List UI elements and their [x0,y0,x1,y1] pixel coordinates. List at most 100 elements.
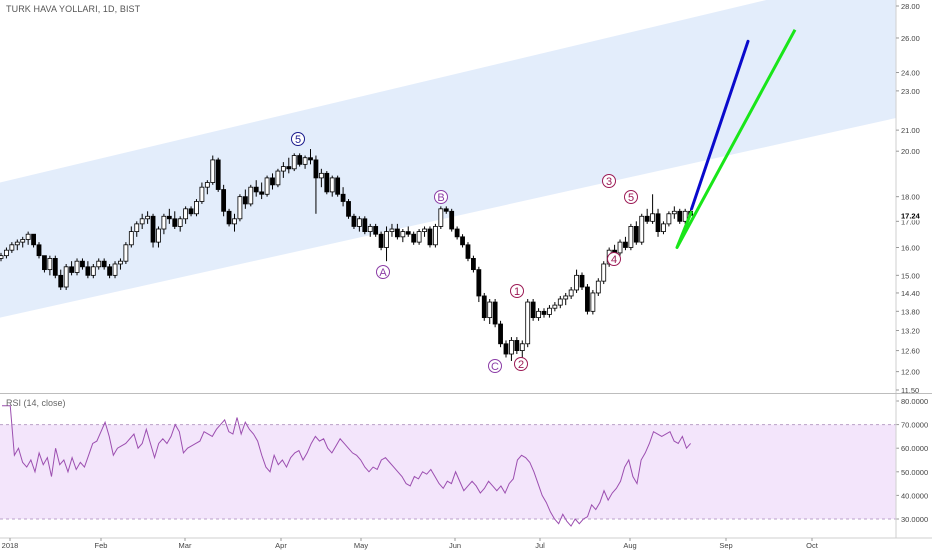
candle-body [52,258,58,276]
candle-body [280,166,286,172]
candle-body [509,340,514,355]
candle-body [112,263,118,276]
candle-body [145,215,151,220]
time-tick-label: May [354,541,368,550]
candle-body [579,274,585,288]
candle-body [204,182,210,188]
candle-body [107,266,112,276]
candle-body [221,189,227,212]
candle-body [166,215,172,220]
wave-label-circle [624,190,638,204]
rsi-tick-label: 70.0000 [901,421,928,430]
wave-labels: 5 A B C 1 2 3 4 5 [291,132,638,373]
price-tick-label: 12.60 [901,347,920,356]
time-tick-label: Jul [535,541,545,550]
price-tick-label: 18.00 [901,193,920,202]
time-tick-label: Jun [449,541,461,550]
candle-body [427,228,433,246]
candle-body [384,231,389,248]
candle-body [0,255,4,259]
candle-body [536,310,541,319]
wave-label-circle [510,284,524,298]
wave-label: A [379,267,387,279]
candle-body [335,177,341,195]
candle-body [465,244,471,259]
candle-body [188,208,194,215]
candle-body [183,208,189,220]
wave-label-circle [291,132,305,146]
candle-body [177,218,183,227]
wave-label-circle [602,174,616,188]
rsi-tick-label: 40.0000 [901,491,928,500]
candle-body [525,301,531,345]
candle-body [563,295,569,300]
candle-body [541,310,547,315]
price-tick-label: 15.00 [901,271,920,280]
candle-body [270,177,275,186]
candle-body [80,260,85,268]
time-tick-label: Oct [806,541,819,550]
candle-body [644,215,650,222]
wave-label-circle [488,359,502,373]
candle-body [123,244,129,262]
candle-body [156,228,161,243]
rsi-line [2,405,691,527]
rsi-band [0,424,896,519]
candle-body [42,255,47,271]
candle-body [661,223,666,233]
candle-body [633,226,639,243]
candle-body [601,263,607,282]
wave-label: 2 [518,359,524,371]
candle-body [101,260,107,268]
projection-green [675,29,797,249]
wave-label-circle [434,190,448,204]
candle-body [356,218,362,227]
candle-body [639,215,645,243]
price-tick-label: 28.00 [901,2,920,11]
candle-body [416,231,422,243]
price-tick-label: 16.00 [901,243,920,252]
time-tick-label: Apr [275,541,287,550]
price-tick-label: 21.00 [901,126,920,135]
candle-body [346,201,351,217]
candle-body [481,295,487,319]
candle-body [422,228,427,233]
wave-label: 5 [295,134,301,146]
price-channel [0,0,896,318]
last-price-label: 17.24 [901,211,921,220]
candle-body [454,228,460,238]
candle-body [90,266,96,276]
candle-body [585,286,590,312]
candle-body [443,208,449,212]
candle-body [194,201,199,215]
price-tick-label: 24.00 [901,69,920,78]
wave-label: 1 [514,286,520,298]
candle-body [63,266,69,288]
candle-body [367,226,373,233]
wave-label: 3 [606,176,612,188]
candle-body [677,210,683,222]
candle-body [259,191,265,195]
candle-body [666,213,672,225]
candle-body [655,213,661,233]
last-price-bg [897,210,925,221]
rsi-tick-label: 30.0000 [901,515,928,524]
wave-label-circle [514,357,528,371]
candle-body [552,304,558,309]
candle-body [199,186,205,202]
candle-body [568,289,574,297]
candle-body [69,266,74,273]
candle-body [96,260,102,268]
wave-label-circle [607,252,621,266]
candle-body [628,226,634,248]
candlestick-series [0,149,694,361]
candle-body [617,241,623,254]
price-tick-label: 12.00 [901,368,920,377]
candle-body [161,215,167,230]
candle-body [47,258,53,271]
candle-body [4,249,9,257]
projection-blue [690,39,750,211]
time-tick-label: Aug [623,541,636,550]
